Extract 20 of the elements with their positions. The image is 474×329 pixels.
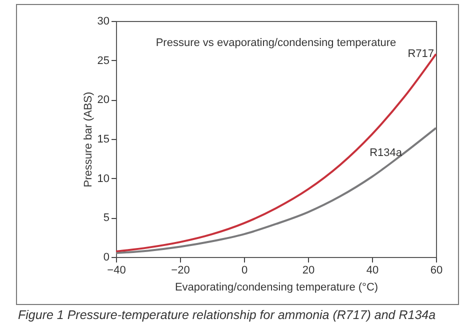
- y-tick-label: 10: [97, 172, 110, 185]
- y-tick-label: 0: [103, 252, 110, 264]
- x-tick-label: −40: [107, 264, 126, 276]
- caption: Figure 1 Pressure-temperature relationship for ammonia (R717) and R134a: [18, 308, 436, 322]
- y-axis-title: Pressure bar (ABS): [82, 92, 94, 188]
- series-label: R134a: [370, 147, 403, 160]
- line-series: [115, 126, 437, 254]
- x-tick-label: 40: [366, 264, 379, 276]
- y-tick-label: 25: [97, 54, 110, 67]
- x-tick-label: −20: [171, 264, 190, 276]
- x-tick-label: 20: [302, 264, 315, 276]
- y-tick-label: 5: [103, 212, 110, 224]
- x-axis-title: Evaporating/condensing temperature (°C): [174, 282, 378, 294]
- text: Pressure vs evaporating/condensing temperature: [156, 37, 396, 49]
- y-tick-label: 20: [97, 94, 110, 106]
- y-tick-label: 30: [97, 16, 110, 28]
- x-tick-label: 60: [430, 264, 443, 276]
- series-label: R717: [408, 48, 434, 60]
- x-tick-label: 0: [241, 264, 248, 276]
- y-tick-label: 15: [97, 134, 110, 146]
